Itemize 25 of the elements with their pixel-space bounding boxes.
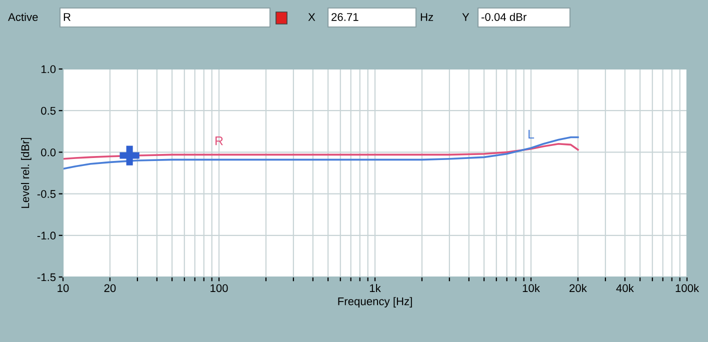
x-tick-label: 20 [104,284,116,292]
x-tick-label: 100 [210,284,228,292]
x-tick-label: 20k [570,284,587,292]
y-tick-label: -0.5 [37,190,56,198]
text: R [64,13,71,21]
x-tick-label: 1k [370,284,381,292]
y-tick-label: 0.5 [41,106,56,115]
x-tick-label: 40k [616,284,634,292]
x-tick-label: 100k [676,284,700,292]
series-label: R [216,136,223,146]
text: -0.04 dBr [481,12,527,21]
text: 26.71 [332,13,358,21]
y-tick-label: -1.0 [37,232,56,240]
text: Y [462,13,470,21]
y-tick-label: 0.0 [41,148,56,156]
y-tick-label: 1.0 [41,65,56,74]
x-tick-label: 10k [522,284,540,292]
x-axis-title: Frequency [Hz] [338,297,412,308]
y-tick-label: -1.5 [37,273,56,282]
text: Active [8,12,38,21]
text: X [308,13,316,21]
x-tick-label: 10 [58,284,69,292]
text: Hz [420,13,434,21]
y-axis-title: Level rel. [dBr] [21,138,32,208]
series-label: L [528,130,534,138]
